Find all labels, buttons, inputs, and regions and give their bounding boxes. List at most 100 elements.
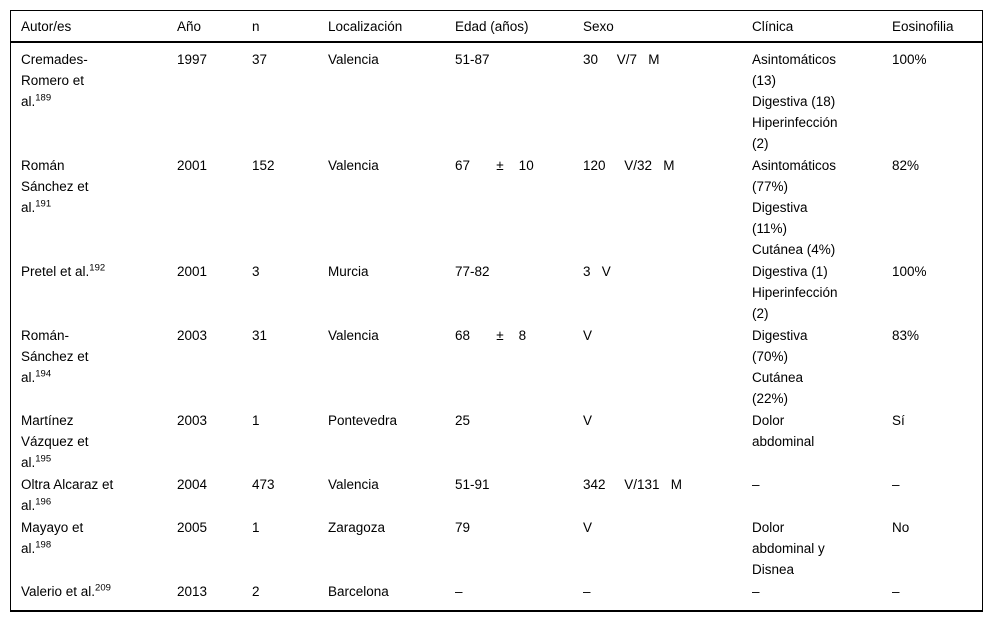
cell-autor: Cremades- Romero et al.189 — [21, 49, 177, 112]
cell-clinica: Dolor abdominal — [752, 413, 815, 449]
table-row: Martínez Vázquez et al.195 2003 1 Pontev… — [11, 409, 982, 473]
studies-table: Autor/es Año n Localización Edad (años) … — [10, 10, 983, 612]
header-cell-localizacion: Localización — [328, 19, 403, 34]
cell-clinica: Asintomáticos (13) Digestiva (18) Hiperi… — [752, 52, 838, 151]
header-cell-clinica: Clínica — [752, 19, 794, 34]
reference-superscript: 191 — [35, 198, 52, 210]
cell-eosinofilia: 83% — [892, 328, 920, 343]
cell-ano: 2013 — [177, 584, 208, 599]
cell-ano: 1997 — [177, 52, 208, 67]
table-row: Valerio et al.209 2013 2 Barcelona – – –… — [11, 580, 982, 610]
reference-superscript: 189 — [35, 92, 52, 104]
cell-n: 473 — [252, 477, 275, 492]
cell-clinica: – — [752, 477, 760, 492]
cell-ano: 2005 — [177, 520, 208, 535]
cell-sexo: 30 V/7 M — [583, 52, 660, 67]
author-text: Oltra Alcaraz et al. — [21, 477, 114, 513]
cell-ano: 2004 — [177, 477, 208, 492]
cell-localizacion: Valencia — [328, 158, 379, 173]
cell-n: 1 — [252, 413, 260, 428]
cell-edad: 77-82 — [455, 264, 490, 279]
author-text: Valerio et al. — [21, 584, 96, 599]
cell-eosinofilia: Sí — [892, 413, 905, 428]
cell-sexo: 3 V — [583, 264, 611, 279]
cell-autor: Valerio et al.209 — [21, 581, 177, 602]
cell-edad: – — [455, 584, 463, 599]
cell-clinica: – — [752, 584, 760, 599]
cell-n: 152 — [252, 158, 275, 173]
author-text: Cremades- Romero et al. — [21, 52, 88, 109]
cell-ano: 2001 — [177, 158, 208, 173]
cell-clinica: Asintomáticos (77%) Digestiva (11%) Cutá… — [752, 158, 837, 257]
cell-ano: 2003 — [177, 328, 208, 343]
cell-eosinofilia: 100% — [892, 52, 927, 67]
cell-eosinofilia: – — [892, 477, 900, 492]
table-row: Román- Sánchez et al.194 2003 31 Valenci… — [11, 324, 982, 409]
cell-edad: 67 ± 10 — [455, 158, 534, 173]
cell-edad: 25 — [455, 413, 471, 428]
cell-n: 2 — [252, 584, 260, 599]
reference-superscript: 198 — [35, 539, 52, 551]
cell-n: 37 — [252, 52, 268, 67]
cell-localizacion: Murcia — [328, 264, 369, 279]
table-row: Oltra Alcaraz et al.196 2004 473 Valenci… — [11, 473, 982, 516]
cell-sexo: V — [583, 520, 593, 535]
table-row: Mayayo et al.198 2005 1 Zaragoza 79 V Do… — [11, 516, 982, 580]
cell-ano: 2003 — [177, 413, 208, 428]
cell-n: 1 — [252, 520, 260, 535]
cell-eosinofilia: No — [892, 520, 910, 535]
cell-sexo: 342 V/131 M — [583, 477, 683, 492]
cell-sexo: – — [583, 584, 591, 599]
header-cell-autores: Autor/es — [21, 19, 72, 34]
cell-edad: 51-87 — [455, 52, 490, 67]
cell-autor: Oltra Alcaraz et al.196 — [21, 474, 177, 516]
table-header-row: Autor/es Año n Localización Edad (años) … — [11, 11, 982, 43]
cell-eosinofilia: – — [892, 584, 900, 599]
author-text: Román Sánchez et al. — [21, 158, 89, 215]
cell-edad: 68 ± 8 — [455, 328, 527, 343]
cell-autor: Martínez Vázquez et al.195 — [21, 410, 177, 473]
cell-localizacion: Barcelona — [328, 584, 389, 599]
cell-localizacion: Zaragoza — [328, 520, 386, 535]
table-row: Cremades- Romero et al.189 1997 37 Valen… — [11, 43, 982, 154]
cell-autor: Mayayo et al.198 — [21, 517, 177, 559]
cell-eosinofilia: 82% — [892, 158, 920, 173]
cell-clinica: Digestiva (70%) Cutánea (22%) — [752, 328, 808, 406]
header-cell-ano: Año — [177, 19, 202, 34]
cell-n: 31 — [252, 328, 268, 343]
cell-eosinofilia: 100% — [892, 264, 927, 279]
author-text: Martínez Vázquez et al. — [21, 413, 89, 470]
author-text: Román- Sánchez et al. — [21, 328, 89, 385]
reference-superscript: 209 — [95, 582, 111, 594]
header-cell-eosinofilia: Eosinofilia — [892, 19, 954, 34]
cell-autor: Pretel et al.192 — [21, 261, 177, 282]
cell-autor: Román- Sánchez et al.194 — [21, 325, 177, 388]
cell-sexo: V — [583, 328, 593, 343]
cell-localizacion: Valencia — [328, 477, 379, 492]
reference-superscript: 192 — [89, 262, 106, 274]
table-row: Pretel et al.192 2001 3 Murcia 77-82 3 V… — [11, 260, 982, 324]
header-cell-edad: Edad (años) — [455, 19, 529, 34]
table-body: Cremades- Romero et al.189 1997 37 Valen… — [11, 43, 982, 610]
cell-autor: Román Sánchez et al.191 — [21, 155, 177, 218]
cell-localizacion: Valencia — [328, 52, 379, 67]
cell-n: 3 — [252, 264, 260, 279]
cell-edad: 51-91 — [455, 477, 490, 492]
cell-localizacion: Pontevedra — [328, 413, 398, 428]
author-text: Pretel et al. — [21, 264, 90, 279]
cell-sexo: V — [583, 413, 593, 428]
author-text: Mayayo et al. — [21, 520, 84, 556]
header-cell-sexo: Sexo — [583, 19, 614, 34]
reference-superscript: 196 — [35, 496, 52, 508]
cell-localizacion: Valencia — [328, 328, 379, 343]
table-row: Román Sánchez et al.191 2001 152 Valenci… — [11, 154, 982, 260]
cell-ano: 2001 — [177, 264, 208, 279]
reference-superscript: 194 — [35, 368, 52, 380]
header-cell-n: n — [252, 19, 260, 34]
cell-sexo: 120 V/32 M — [583, 158, 675, 173]
cell-clinica: Dolor abdominal y Disnea — [752, 520, 825, 577]
cell-edad: 79 — [455, 520, 471, 535]
reference-superscript: 195 — [35, 453, 52, 465]
cell-clinica: Digestiva (1) Hiperinfección (2) — [752, 264, 838, 321]
